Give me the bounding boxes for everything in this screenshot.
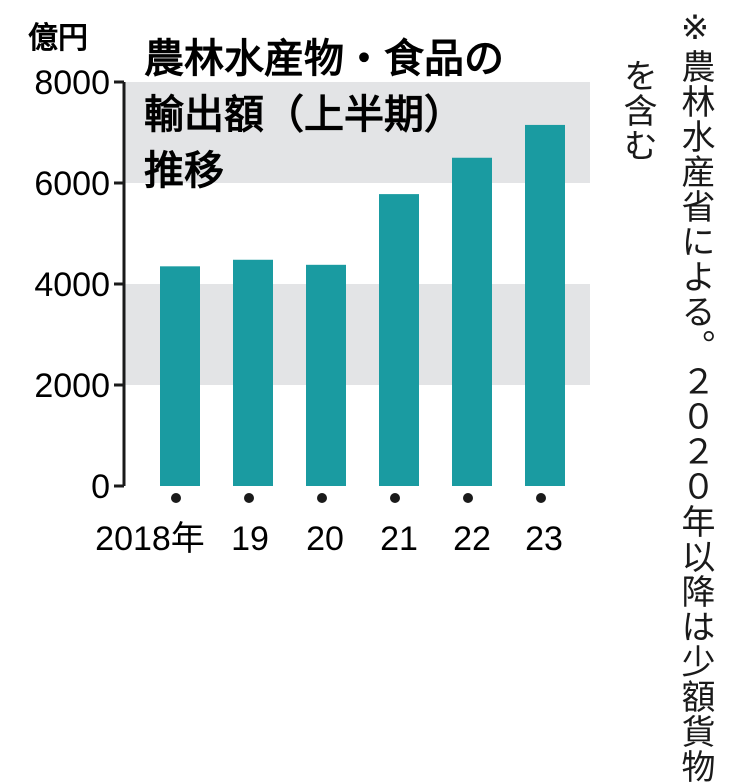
x-axis-ticks: 2018年 19 20 21 22 23 xyxy=(95,493,563,558)
grid-bands xyxy=(124,82,590,385)
bar xyxy=(160,266,200,486)
title-line-1: 農林水産物・食品の xyxy=(144,36,504,82)
x-tick-label: 21 xyxy=(380,520,418,558)
grid-band xyxy=(124,82,590,183)
y-tick-label: 2000 xyxy=(34,367,110,405)
x-tick-label: 22 xyxy=(453,520,491,558)
x-tick-dot xyxy=(390,493,400,503)
bar xyxy=(525,124,565,487)
x-tick-label: 2018年 xyxy=(95,520,205,558)
x-tick-label: 19 xyxy=(231,520,269,558)
chart-title: 農林水産物・食品の 輸出額（上半期） 推移 xyxy=(144,36,504,194)
y-tick-label: 4000 xyxy=(34,266,110,304)
unit-label: 億円 xyxy=(28,21,88,56)
x-tick-dot xyxy=(463,493,473,503)
x-tick-dot xyxy=(536,493,546,503)
x-tick-dot xyxy=(244,493,254,503)
title-line-3: 推移 xyxy=(144,148,224,194)
grid-band xyxy=(124,284,590,385)
x-tick-dot xyxy=(171,493,181,503)
y-tick-label: 6000 xyxy=(34,165,110,203)
x-tick-label: 20 xyxy=(306,520,344,558)
x-tick-dot xyxy=(317,493,327,503)
title-line-2: 輸出額（上半期） xyxy=(144,92,464,138)
source-note: ※農林水産省による。２０２０年以降は少額貨物 xyxy=(675,8,715,784)
chart: 0 2000 4000 6000 8000 2018年 19 20 21 22 23 億円 農林水… xyxy=(28,21,590,558)
y-tick-label: 8000 xyxy=(34,64,110,102)
y-axis-ticks: 0 2000 4000 6000 8000 xyxy=(34,64,124,506)
source-note-continued: を含む xyxy=(617,58,657,163)
bar xyxy=(379,194,419,487)
bar xyxy=(306,264,346,486)
y-tick-label: 0 xyxy=(91,468,110,506)
x-tick-label: 23 xyxy=(525,520,563,558)
bar xyxy=(452,157,492,486)
bar-series xyxy=(160,124,565,487)
bar xyxy=(233,259,273,486)
